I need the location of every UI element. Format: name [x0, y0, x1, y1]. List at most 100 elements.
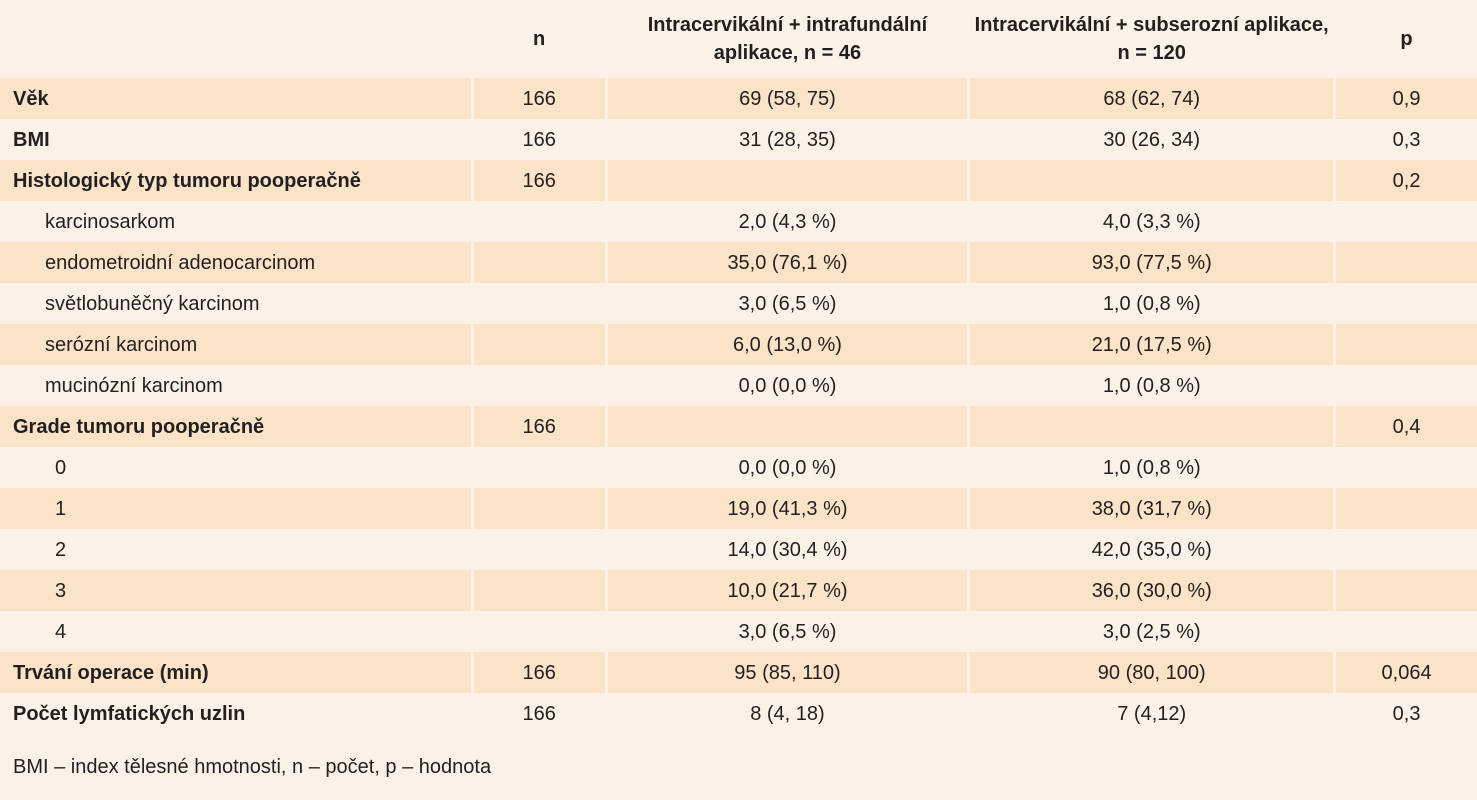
row-group2-value — [970, 160, 1334, 201]
row-label: světlobuněčný karcinom — [0, 283, 471, 324]
row-p-value — [1336, 529, 1477, 570]
row-group2-value: 1,0 (0,8 %) — [970, 283, 1334, 324]
table-row: 0 0,0 (0,0 %) 1,0 (0,8 %) — [0, 447, 1477, 488]
header-group-subserosal: Intracervikální + subserozní aplikace, n… — [970, 0, 1334, 78]
row-group2-value: 93,0 (77,5 %) — [970, 242, 1334, 283]
table-row: 2 14,0 (30,4 %) 42,0 (35,0 %) — [0, 529, 1477, 570]
table-row: světlobuněčný karcinom 3,0 (6,5 %) 1,0 (… — [0, 283, 1477, 324]
table-footnote: BMI – index tělesné hmotnosti, n – počet… — [13, 756, 492, 778]
row-group1-value: 0,0 (0,0 %) — [607, 365, 968, 406]
table-header-row: n Intracervikální + intrafundální aplika… — [0, 0, 1477, 78]
row-n: 166 — [473, 78, 605, 119]
row-group1-value: 69 (58, 75) — [607, 78, 968, 119]
row-label: Histologický typ tumoru pooperačně — [0, 160, 471, 201]
row-group1-value: 35,0 (76,1 %) — [607, 242, 968, 283]
row-p-value — [1336, 283, 1477, 324]
row-n: 166 — [473, 160, 605, 201]
row-group1-value: 31 (28, 35) — [607, 119, 968, 160]
row-label: karcinosarkom — [0, 201, 471, 242]
table-row: Histologický typ tumoru pooperačně 166 0… — [0, 160, 1477, 201]
row-group2-value: 90 (80, 100) — [970, 652, 1334, 693]
row-group1-value: 2,0 (4,3 %) — [607, 201, 968, 242]
row-n — [473, 570, 605, 611]
table-row: 1 19,0 (41,3 %) 38,0 (31,7 %) — [0, 488, 1477, 529]
row-group1-value: 95 (85, 110) — [607, 652, 968, 693]
row-n: 166 — [473, 119, 605, 160]
row-label: Počet lymfatických uzlin — [0, 693, 471, 734]
row-p-value — [1336, 201, 1477, 242]
row-label: Věk — [0, 78, 471, 119]
row-n — [473, 283, 605, 324]
row-label: BMI — [0, 119, 471, 160]
row-group1-value: 6,0 (13,0 %) — [607, 324, 968, 365]
row-group2-value — [970, 406, 1334, 447]
table-row: 4 3,0 (6,5 %) 3,0 (2,5 %) — [0, 611, 1477, 652]
table-row: mucinózní karcinom 0,0 (0,0 %) 1,0 (0,8 … — [0, 365, 1477, 406]
table-row: Trvání operace (min) 166 95 (85, 110) 90… — [0, 652, 1477, 693]
row-label: 2 — [0, 529, 471, 570]
row-label: endometroidní adenocarcinom — [0, 242, 471, 283]
row-label: 3 — [0, 570, 471, 611]
header-n: n — [473, 0, 605, 78]
row-group1-value: 3,0 (6,5 %) — [607, 283, 968, 324]
results-table: n Intracervikální + intrafundální aplika… — [0, 0, 1477, 734]
row-p-value: 0,2 — [1336, 160, 1477, 201]
row-p-value — [1336, 570, 1477, 611]
row-label: Trvání operace (min) — [0, 652, 471, 693]
row-group1-value — [607, 406, 968, 447]
row-p-value — [1336, 488, 1477, 529]
row-n — [473, 242, 605, 283]
row-group1-value: 14,0 (30,4 %) — [607, 529, 968, 570]
row-n — [473, 201, 605, 242]
row-n — [473, 447, 605, 488]
table-row: serózní karcinom 6,0 (13,0 %) 21,0 (17,5… — [0, 324, 1477, 365]
row-p-value — [1336, 324, 1477, 365]
row-group2-value: 7 (4,12) — [970, 693, 1334, 734]
row-group2-value: 36,0 (30,0 %) — [970, 570, 1334, 611]
table-row: Grade tumoru pooperačně 166 0,4 — [0, 406, 1477, 447]
row-p-value — [1336, 365, 1477, 406]
table-row: BMI 166 31 (28, 35) 30 (26, 34) 0,3 — [0, 119, 1477, 160]
header-group-intrafundal: Intracervikální + intrafundální aplikace… — [607, 0, 968, 78]
row-n — [473, 611, 605, 652]
row-n: 166 — [473, 693, 605, 734]
row-group2-value: 4,0 (3,3 %) — [970, 201, 1334, 242]
table-row: 3 10,0 (21,7 %) 36,0 (30,0 %) — [0, 570, 1477, 611]
row-group2-value: 3,0 (2,5 %) — [970, 611, 1334, 652]
row-group1-value: 0,0 (0,0 %) — [607, 447, 968, 488]
row-n — [473, 324, 605, 365]
row-n: 166 — [473, 652, 605, 693]
row-p-value: 0,3 — [1336, 693, 1477, 734]
row-group1-value: 19,0 (41,3 %) — [607, 488, 968, 529]
row-group2-value: 68 (62, 74) — [970, 78, 1334, 119]
row-p-value — [1336, 611, 1477, 652]
row-label: 1 — [0, 488, 471, 529]
row-label: 0 — [0, 447, 471, 488]
row-p-value: 0,4 — [1336, 406, 1477, 447]
row-group1-value: 10,0 (21,7 %) — [607, 570, 968, 611]
row-n — [473, 529, 605, 570]
row-group2-value: 30 (26, 34) — [970, 119, 1334, 160]
row-group2-value: 21,0 (17,5 %) — [970, 324, 1334, 365]
table-row: endometroidní adenocarcinom 35,0 (76,1 %… — [0, 242, 1477, 283]
row-p-value — [1336, 447, 1477, 488]
row-group1-value — [607, 160, 968, 201]
row-group2-value: 1,0 (0,8 %) — [970, 365, 1334, 406]
table-row: Počet lymfatických uzlin 166 8 (4, 18) 7… — [0, 693, 1477, 734]
table-row: karcinosarkom 2,0 (4,3 %) 4,0 (3,3 %) — [0, 201, 1477, 242]
row-p-value: 0,9 — [1336, 78, 1477, 119]
row-group2-value: 38,0 (31,7 %) — [970, 488, 1334, 529]
row-group2-value: 42,0 (35,0 %) — [970, 529, 1334, 570]
row-label: 4 — [0, 611, 471, 652]
row-label: serózní karcinom — [0, 324, 471, 365]
row-n: 166 — [473, 406, 605, 447]
row-p-value — [1336, 242, 1477, 283]
row-n — [473, 488, 605, 529]
row-label: mucinózní karcinom — [0, 365, 471, 406]
header-p: p — [1336, 0, 1477, 78]
row-group2-value: 1,0 (0,8 %) — [970, 447, 1334, 488]
row-p-value: 0,3 — [1336, 119, 1477, 160]
header-label — [0, 0, 471, 78]
row-group1-value: 3,0 (6,5 %) — [607, 611, 968, 652]
row-group1-value: 8 (4, 18) — [607, 693, 968, 734]
